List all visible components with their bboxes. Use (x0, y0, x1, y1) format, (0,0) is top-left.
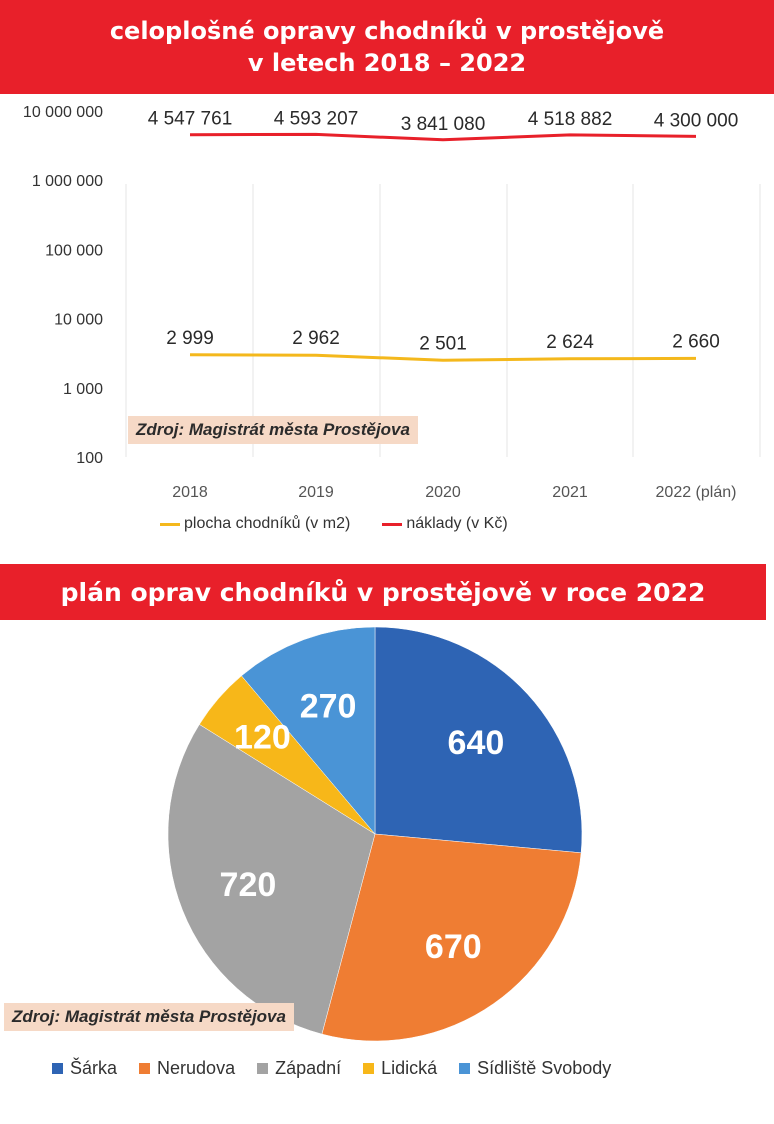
x-tick-label: 2022 (plán) (656, 484, 737, 501)
line-chart-legend: plocha chodníků (v m2) náklady (v Kč) (160, 515, 508, 533)
legend-swatch-nerudova (139, 1063, 151, 1074)
pie-value-label-zapadni: 720 (220, 866, 277, 904)
line-chart-title-line1: celoplošné opravy chodníků v prostějově (109, 17, 665, 45)
y-tick-label: 100 000 (45, 242, 103, 259)
data-label-area: 2 999 (166, 328, 214, 349)
line-chart-panel: 100 1 000 10 000 100 000 1 000 000 10 000 000… (0, 94, 774, 540)
pie-chart-title-text: plán oprav chodníků v prostějově v roce … (60, 577, 706, 607)
legend-item-sarka: Šárka (52, 1058, 117, 1079)
line-chart-title: celoplošné opravy chodníků v prostějově … (0, 0, 774, 94)
legend-label-area: plocha chodníků (v m2) (184, 515, 351, 532)
data-label-costs: 4 518 882 (528, 109, 613, 130)
x-tick-label: 2021 (552, 484, 588, 501)
y-tick-label: 1 000 000 (32, 173, 103, 190)
series-line-costs (189, 132, 697, 142)
legend-item-sidliste-svobody: Sídliště Svobody (459, 1058, 611, 1079)
legend-item-lidicka: Lidická (363, 1058, 437, 1079)
legend-label-sidliste-svobody: Sídliště Svobody (477, 1058, 612, 1078)
x-tick-label: 2020 (425, 484, 461, 501)
pie-slice-sidliste-svobody (241, 626, 376, 835)
legend-swatch-area (160, 522, 180, 526)
x-tick-label: 2018 (172, 484, 208, 501)
legend-swatch-sidliste-svobody (459, 1063, 471, 1074)
pie-chart-panel: 640 670 720 120 270 Zdroj: Magistrát města P… (0, 620, 774, 1124)
data-label-costs: 3 841 080 (401, 114, 486, 135)
legend-item-zapadni: Západní (257, 1058, 341, 1079)
legend-item-costs: náklady (v Kč) (382, 515, 508, 533)
legend-label-zapadni: Západní (275, 1058, 342, 1078)
line-chart-source: Zdroj: Magistrát města Prostějova (128, 416, 418, 444)
legend-label-sarka: Šárka (70, 1058, 118, 1078)
y-tick-label: 1 000 (63, 381, 103, 398)
series-line-area (189, 353, 697, 362)
data-label-area: 2 660 (672, 331, 720, 352)
pie-value-label-sidliste-svobody: 270 (300, 688, 357, 726)
pie-value-label-sarka: 640 (448, 724, 505, 762)
line-chart: 100 1 000 10 000 100 000 1 000 000 10 000 000… (23, 104, 761, 501)
pie-slice-sarka (374, 626, 583, 854)
legend-swatch-zapadni (257, 1063, 269, 1074)
pie-chart-legend: Šárka Nerudova Západní Lidická Sídliště Svob… (52, 1058, 611, 1079)
legend-swatch-sarka (52, 1063, 63, 1074)
pie-chart-source: Zdroj: Magistrát města Prostějova (4, 1003, 294, 1031)
line-chart-title-line2: v letech 2018 – 2022 (247, 49, 527, 77)
legend-item-area: plocha chodníků (v m2) (160, 515, 350, 533)
legend-swatch-costs (382, 522, 403, 526)
legend-label-lidicka: Lidická (381, 1058, 438, 1078)
legend-label-nerudova: Nerudova (157, 1058, 236, 1078)
pie-slice-nerudova (321, 833, 582, 1042)
legend-label-costs: náklady (v Kč) (406, 515, 508, 532)
data-label-area: 2 501 (419, 333, 467, 354)
legend-item-nerudova: Nerudova (139, 1058, 235, 1079)
data-label-area: 2 624 (546, 332, 594, 353)
x-tick-label: 2019 (298, 484, 334, 501)
pie-value-label-nerudova: 670 (425, 928, 482, 966)
y-tick-label: 100 (76, 450, 103, 467)
y-tick-label: 10 000 000 (23, 104, 103, 121)
y-tick-label: 10 000 (54, 312, 103, 329)
data-label-costs: 4 547 761 (148, 109, 233, 130)
pie-chart-title: plán oprav chodníků v prostějově v roce … (0, 564, 766, 620)
data-label-costs: 4 300 000 (654, 110, 739, 131)
legend-swatch-lidicka (363, 1063, 375, 1074)
data-label-costs: 4 593 207 (274, 108, 359, 129)
pie-value-label-lidicka: 120 (234, 718, 291, 756)
data-label-area: 2 962 (292, 328, 340, 349)
